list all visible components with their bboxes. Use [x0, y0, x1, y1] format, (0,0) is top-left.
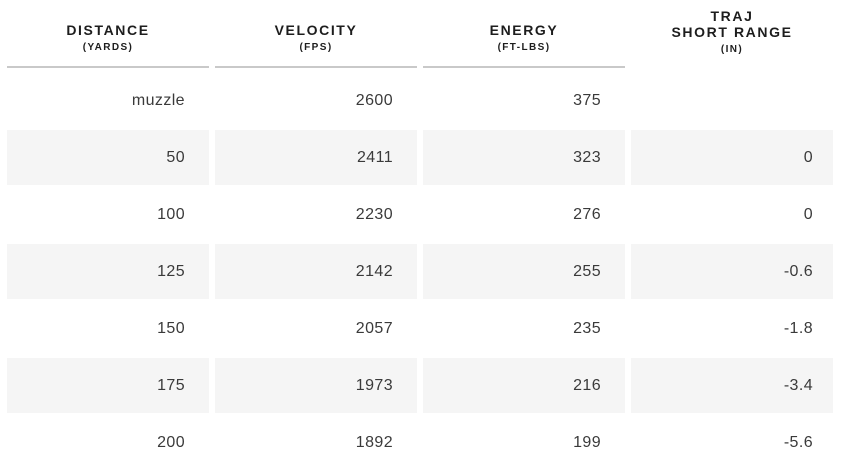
- cell-velocity: 2411: [215, 130, 417, 185]
- cell-traj: -5.6: [783, 433, 813, 451]
- cell-energy: 235: [573, 319, 601, 337]
- table-row: 50 2411 323 0: [7, 130, 833, 185]
- column-header-energy: ENERGY (FT-LBS): [423, 8, 625, 68]
- column-header-unit: (FT-LBS): [497, 42, 551, 53]
- cell-velocity: 2057: [355, 319, 393, 337]
- cell-traj: [631, 73, 833, 128]
- cell-distance: 200: [157, 433, 185, 451]
- cell-energy: 216: [423, 358, 625, 413]
- column-header-label: DISTANCE: [66, 22, 150, 38]
- column-header-label: SHORT RANGE: [671, 24, 793, 40]
- cell-energy: 276: [573, 205, 601, 223]
- column-header-distance: DISTANCE (YARDS): [7, 8, 209, 68]
- column-header-label: ENERGY: [489, 22, 559, 38]
- cell-velocity: 2600: [355, 91, 393, 109]
- table-body: muzzle 2600 375 50 2411 323 0 100 2230 2…: [7, 73, 833, 470]
- cell-velocity: 2230: [355, 205, 393, 223]
- cell-traj: -1.8: [783, 319, 813, 337]
- cell-traj: -0.6: [631, 244, 833, 299]
- cell-distance: 125: [7, 244, 209, 299]
- cell-distance: 100: [157, 205, 185, 223]
- table-row: 125 2142 255 -0.6: [7, 244, 833, 299]
- column-header-unit: (YARDS): [82, 42, 134, 53]
- cell-distance: muzzle: [131, 91, 185, 109]
- table-row: 100 2230 276 0: [7, 187, 833, 242]
- cell-energy: 199: [573, 433, 601, 451]
- column-header-label: VELOCITY: [274, 22, 358, 38]
- table-row: 200 1892 199 -5.6: [7, 415, 833, 470]
- cell-distance: 150: [157, 319, 185, 337]
- cell-traj: 0: [631, 130, 833, 185]
- table-row: muzzle 2600 375: [7, 73, 833, 128]
- cell-velocity: 2142: [215, 244, 417, 299]
- header-divider: [423, 66, 625, 68]
- cell-distance: 50: [7, 130, 209, 185]
- cell-energy: 375: [573, 91, 601, 109]
- column-header-line1: TRAJ: [710, 8, 754, 24]
- table-row: 175 1973 216 -3.4: [7, 358, 833, 413]
- column-header-unit: (FPS): [299, 42, 333, 53]
- column-header-unit: (IN): [720, 44, 744, 55]
- table-row: 150 2057 235 -1.8: [7, 301, 833, 356]
- cell-traj: 0: [803, 205, 813, 223]
- column-header-traj-short-range: TRAJ SHORT RANGE (IN): [631, 8, 833, 68]
- column-header-velocity: VELOCITY (FPS): [215, 8, 417, 68]
- cell-velocity: 1973: [215, 358, 417, 413]
- cell-energy: 255: [423, 244, 625, 299]
- header-divider: [215, 66, 417, 68]
- cell-traj: -3.4: [631, 358, 833, 413]
- cell-distance: 175: [7, 358, 209, 413]
- table-header-row: DISTANCE (YARDS) VELOCITY (FPS) ENERGY (…: [7, 8, 833, 68]
- cell-velocity: 1892: [355, 433, 393, 451]
- cell-energy: 323: [423, 130, 625, 185]
- header-divider: [7, 66, 209, 68]
